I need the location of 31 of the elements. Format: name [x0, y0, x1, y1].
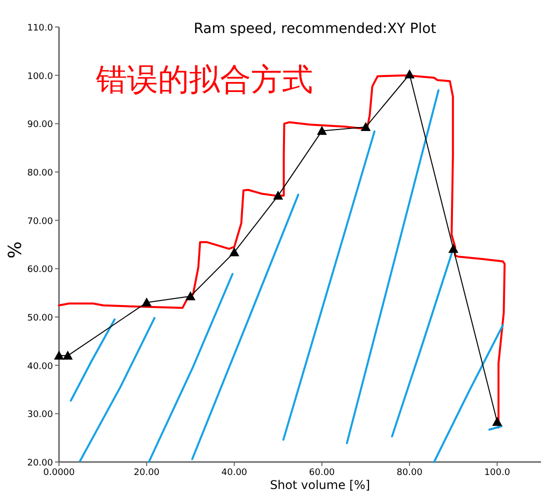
y-tick-label: 100.0 — [27, 72, 54, 82]
y-tick-label: 80.00 — [27, 168, 54, 178]
point — [142, 298, 152, 306]
point — [185, 291, 196, 300]
x-tick-label: 80.00 — [396, 468, 423, 478]
x-tick-label: 40.00 — [221, 468, 248, 478]
y-tick-label: 40.00 — [27, 362, 54, 372]
y-tick-label: 90.00 — [27, 120, 54, 130]
x-tick-label: 20.00 — [134, 468, 160, 478]
point — [273, 190, 284, 200]
point — [316, 126, 327, 135]
point — [404, 69, 415, 78]
x-axis-title: Shot volume [%] — [270, 478, 370, 492]
y-tick-label: 60.00 — [27, 265, 54, 276]
x-tick-label: 60.00 — [309, 468, 336, 478]
chart-title: Ram speed, recommended:XY Plot — [194, 21, 437, 37]
y-axis-title: % — [5, 241, 26, 259]
x-tick-label: 0.0000 — [43, 468, 76, 478]
y-tick-label: 50.00 — [27, 314, 54, 324]
y-tick-label: 70.00 — [27, 216, 54, 227]
point — [54, 350, 64, 360]
annotation: 错误的拟合方式 — [95, 62, 313, 98]
point — [492, 416, 502, 426]
point — [229, 247, 240, 256]
y-tick-label: 20.00 — [27, 458, 54, 468]
point — [360, 122, 371, 132]
y-tick-label: 110.0 — [27, 24, 54, 34]
point — [448, 244, 458, 253]
point — [62, 350, 73, 360]
x-tick-label: 100.0 — [484, 468, 510, 478]
y-tick-label: 30.00 — [27, 410, 54, 420]
